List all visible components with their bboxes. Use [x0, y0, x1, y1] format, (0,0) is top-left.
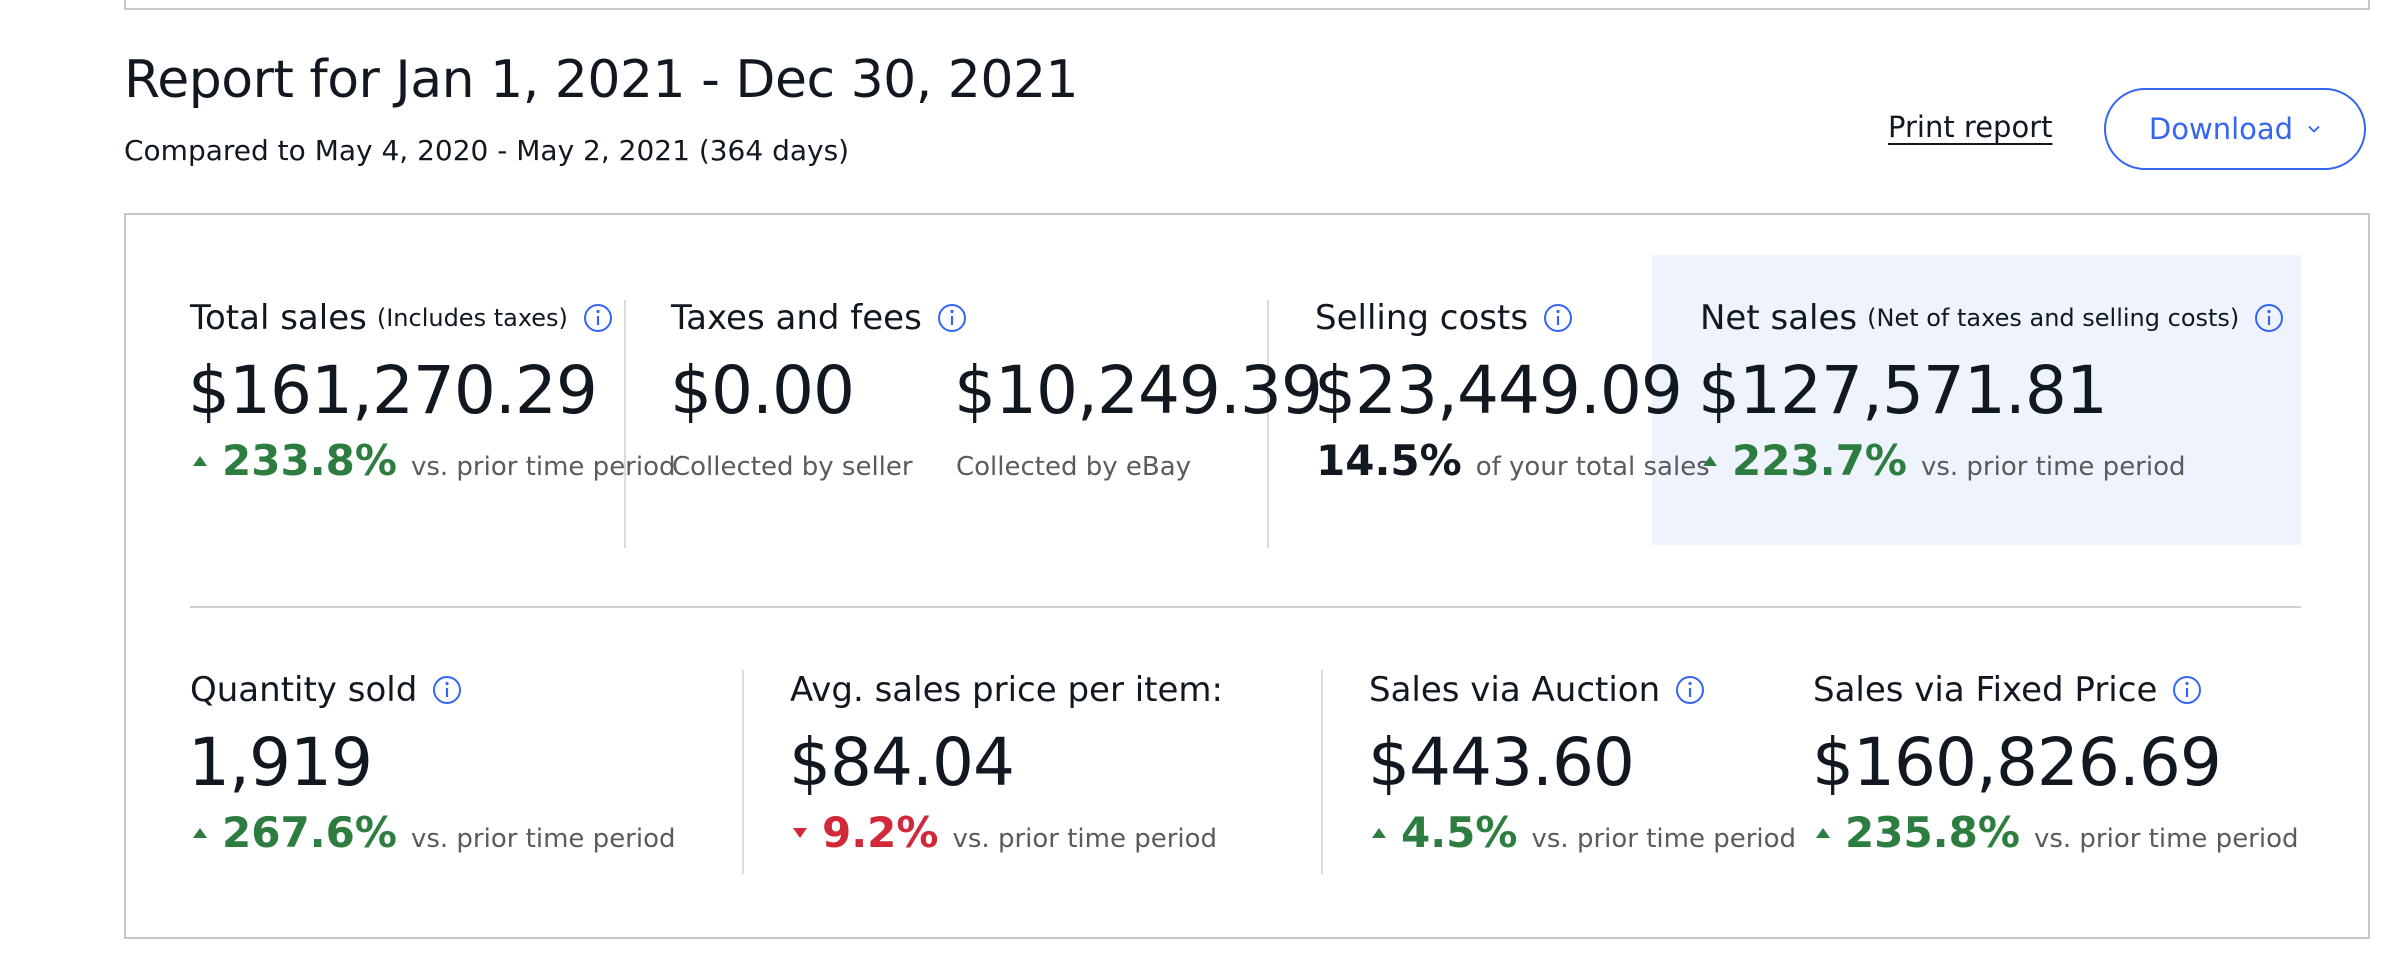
info-icon[interactable] [1542, 302, 1574, 334]
fixed-price-sales-change-text: vs. prior time period [2033, 824, 2299, 854]
auction-sales-label: Sales via Auction [1369, 670, 1706, 710]
taxes-ebay-caption: Collected by eBay [956, 452, 1192, 482]
quantity-sold-change-percent: 267.6% [222, 808, 397, 857]
info-icon[interactable] [1674, 674, 1706, 706]
fixed-price-sales-change: 235.8% vs. prior time period [1815, 808, 2299, 857]
total-sales-qualifier: (Includes taxes) [376, 304, 568, 332]
auction-sales-change-percent: 4.5% [1401, 808, 1518, 857]
auction-sales-change: 4.5% vs. prior time period [1371, 808, 1796, 857]
selling-costs-share-text: of your total sales [1475, 452, 1710, 482]
triangle-up-icon [1703, 455, 1717, 466]
info-icon[interactable] [2171, 674, 2203, 706]
info-icon[interactable] [936, 302, 968, 334]
net-sales-qualifier: (Net of taxes and selling costs) [1867, 304, 2240, 332]
selling-costs-label: Selling costs [1315, 298, 1574, 338]
quantity-sold-value: 1,919 [188, 724, 373, 801]
selling-costs-value: $23,449.09 [1314, 352, 1683, 429]
comparison-period: Compared to May 4, 2020 - May 2, 2021 (3… [124, 134, 850, 167]
triangle-up-icon [193, 455, 207, 466]
previous-card-edge [124, 0, 2370, 10]
chevron-down-icon [2308, 125, 2320, 133]
taxes-ebay-value: $10,249.39 [954, 352, 1323, 429]
total-sales-title: Total sales [190, 298, 367, 338]
selling-costs-title: Selling costs [1315, 298, 1529, 338]
report-title: Report for Jan 1, 2021 - Dec 30, 2021 [124, 50, 1079, 110]
triangle-down-icon [793, 827, 807, 838]
taxes-seller-caption: Collected by seller [672, 452, 913, 482]
sales-summary-card [124, 213, 2370, 939]
avg-price-value: $84.04 [789, 724, 1015, 801]
divider [624, 300, 626, 548]
fixed-price-sales-change-percent: 235.8% [1845, 808, 2020, 857]
net-sales-change-text: vs. prior time period [1920, 452, 2186, 482]
divider [1321, 670, 1323, 874]
avg-price-change-text: vs. prior time period [952, 824, 1218, 854]
download-button-label: Download [2148, 112, 2294, 146]
total-sales-change-percent: 233.8% [222, 436, 397, 485]
avg-price-change-percent: 9.2% [822, 808, 939, 857]
triangle-up-icon [1372, 827, 1386, 838]
fixed-price-sales-value: $160,826.69 [1812, 724, 2222, 801]
divider [1267, 300, 1269, 548]
triangle-up-icon [193, 827, 207, 838]
quantity-sold-change: 267.6% vs. prior time period [192, 808, 676, 857]
net-sales-value: $127,571.81 [1698, 352, 2108, 429]
info-icon[interactable] [431, 674, 463, 706]
avg-price-title: Avg. sales price per item: [790, 670, 1224, 710]
net-sales-change-percent: 223.7% [1732, 436, 1907, 485]
triangle-up-icon [1816, 827, 1830, 838]
taxes-seller-value: $0.00 [670, 352, 855, 429]
quantity-sold-change-text: vs. prior time period [410, 824, 676, 854]
fixed-price-sales-label: Sales via Fixed Price [1813, 670, 2203, 710]
download-button[interactable]: Download [2104, 88, 2366, 170]
avg-price-label: Avg. sales price per item: [790, 670, 1223, 710]
auction-sales-value: $443.60 [1368, 724, 1635, 801]
net-sales-highlight [1652, 255, 2301, 545]
total-sales-value: $161,270.29 [188, 352, 598, 429]
total-sales-label: Total sales (Includes taxes) [190, 298, 614, 338]
taxes-fees-title: Taxes and fees [671, 298, 922, 338]
net-sales-change: 223.7% vs. prior time period [1702, 436, 2186, 485]
net-sales-title: Net sales [1700, 298, 1858, 338]
info-icon[interactable] [2253, 302, 2285, 334]
auction-sales-title: Sales via Auction [1369, 670, 1661, 710]
info-icon[interactable] [582, 302, 614, 334]
taxes-fees-label: Taxes and fees [671, 298, 968, 338]
total-sales-change: 233.8% vs. prior time period [192, 436, 676, 485]
auction-sales-change-text: vs. prior time period [1531, 824, 1797, 854]
selling-costs-share-percent: 14.5% [1316, 436, 1462, 485]
divider [742, 670, 744, 874]
total-sales-change-text: vs. prior time period [410, 452, 676, 482]
selling-costs-share: 14.5% of your total sales [1316, 436, 1710, 485]
print-report-link[interactable]: Print report [1888, 110, 2053, 144]
net-sales-label: Net sales (Net of taxes and selling cost… [1700, 298, 2285, 338]
quantity-sold-title: Quantity sold [190, 670, 418, 710]
row-divider [190, 606, 2301, 608]
fixed-price-sales-title: Sales via Fixed Price [1813, 670, 2158, 710]
avg-price-change: 9.2% vs. prior time period [792, 808, 1217, 857]
quantity-sold-label: Quantity sold [190, 670, 463, 710]
